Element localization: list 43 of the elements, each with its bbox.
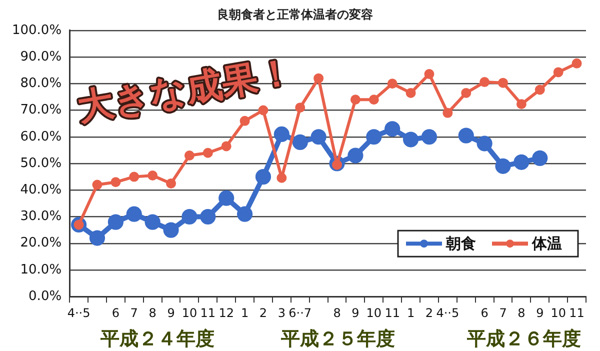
x-tick-label: 4··5 <box>436 306 460 320</box>
x-tick-label: 1 <box>406 306 415 320</box>
y-tick-label: 10.0% <box>20 262 62 278</box>
y-tick-label: 0.0% <box>28 288 62 304</box>
chart-title: 良朝食者と正常体温者の変容 <box>217 7 373 22</box>
annotation: 大きな成果！ <box>74 52 296 129</box>
y-tick-label: 100.0% <box>12 22 62 38</box>
x-tick-label: 2 <box>259 306 268 320</box>
x-tick-label: 10 <box>366 306 382 320</box>
x-tick-label: 1 <box>240 306 249 320</box>
y-tick-label: 50.0% <box>20 156 62 171</box>
x-tick-label: 6··7 <box>288 306 312 320</box>
x-tick-label: 9 <box>167 306 175 320</box>
text: 平成２６年度 <box>466 328 582 350</box>
text: 平成２４年度 <box>99 328 214 350</box>
x-tick-label: 8 <box>518 306 526 320</box>
y-tick-label: 40.0% <box>20 182 62 198</box>
x-tick-label: 4··5 <box>67 306 90 320</box>
x-tick-label: 9 <box>352 306 360 320</box>
x-tick-label: 12 <box>218 306 234 320</box>
y-tick-label: 90.0% <box>20 49 62 64</box>
y-tick-label: 30.0% <box>20 209 62 224</box>
x-tick-label: 8 <box>148 306 156 320</box>
x-tick-label: 11 <box>384 306 400 320</box>
x-tick-label: 7 <box>499 306 507 320</box>
text: 平成２５年度 <box>280 328 396 350</box>
x-tick-label: 11 <box>569 306 584 320</box>
x-tick-label: 9 <box>536 306 544 320</box>
x-tick-label: 2 <box>425 306 434 320</box>
x-tick-label: 6 <box>480 306 488 320</box>
x-tick-label: 10 <box>550 306 566 320</box>
x-tick-label: 3 <box>278 306 286 320</box>
y-tick-label: 60.0% <box>20 129 62 144</box>
x-tick-label: 10 <box>182 306 198 320</box>
y-tick-label: 80.0% <box>20 76 62 92</box>
legend-label: 体温 <box>531 234 562 252</box>
x-tick-label: 6 <box>112 306 120 320</box>
x-tick-label: 8 <box>333 306 341 320</box>
x-tick-label: 11 <box>200 306 216 320</box>
x-tick-label: 7 <box>130 306 138 320</box>
y-tick-label: 20.0% <box>20 236 62 251</box>
y-tick-label: 70.0% <box>20 102 62 118</box>
legend-label: 朝食 <box>445 234 476 252</box>
